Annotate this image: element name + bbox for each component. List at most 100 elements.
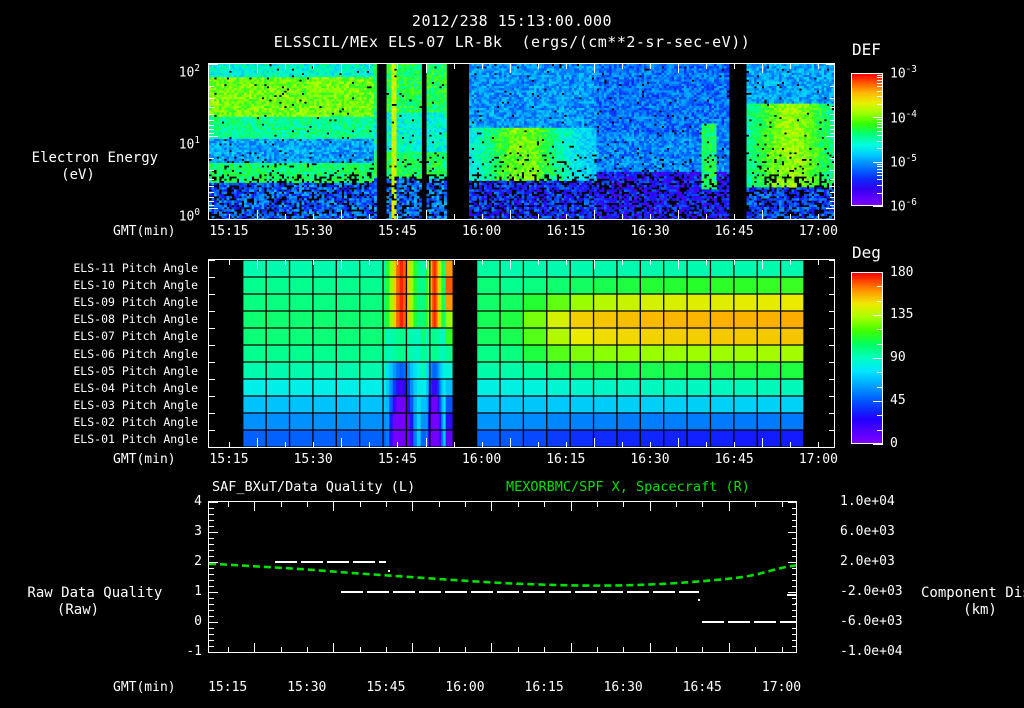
bottom-xtick-label: 16:30 <box>603 680 643 695</box>
pitch-tick <box>229 260 230 265</box>
spectrogram-y-minor-tick <box>209 200 214 202</box>
pitch-row-label: ELS-02 Pitch Angle <box>73 415 198 430</box>
bottom-y-minor-tick <box>209 640 214 641</box>
spectrogram-tick <box>229 214 230 219</box>
spectrogram-tick <box>481 64 483 69</box>
pitch-tick <box>790 442 792 447</box>
bottom-tick <box>728 643 730 652</box>
deg-colorbar-tick <box>877 286 883 288</box>
bottom-tick <box>517 647 519 652</box>
spectrogram-tick <box>285 64 287 69</box>
bottom-y-minor-tick <box>209 544 214 545</box>
pitch-tick <box>369 260 371 265</box>
pitch-angle-panel[interactable] <box>208 259 835 448</box>
bottom-tick <box>544 647 546 652</box>
def-colorbar-tick <box>877 140 883 142</box>
bottom-y-minor-tick <box>792 640 797 641</box>
spectrogram-y-minor-tick <box>830 191 835 193</box>
def-colorbar-tick <box>877 130 883 132</box>
spectrogram-tick <box>790 214 792 219</box>
bottom-y-minor-tick <box>792 634 797 635</box>
spectrogram-y-minor-tick <box>209 179 214 181</box>
spectrogram-panel[interactable] <box>208 63 835 220</box>
spectrogram-tick <box>678 64 680 73</box>
spectrogram-xtick-label: 16:15 <box>546 224 586 239</box>
bottom-tick <box>728 502 730 511</box>
bottom-tick <box>254 643 256 652</box>
bottom-tick <box>649 643 651 652</box>
def-colorbar-tick <box>877 175 883 176</box>
spectrogram-tick <box>257 64 259 73</box>
pitch-xtick-label: 16:30 <box>630 452 670 467</box>
pitch-xtick-label: 16:00 <box>462 452 502 467</box>
bottom-y-minor-tick <box>209 598 214 599</box>
bottom-tick <box>596 647 598 652</box>
spectrogram-tick <box>650 64 651 69</box>
pitch-y-tick <box>829 362 835 363</box>
bottom-xtick-label: 16:00 <box>445 680 485 695</box>
deg-colorbar-tick <box>873 272 883 273</box>
pitch-tick <box>257 438 259 447</box>
bottom-tick <box>755 502 757 507</box>
bottom-ytick-left: 0 <box>194 614 202 629</box>
quality-step-1 <box>626 591 649 593</box>
pitch-tick <box>537 260 539 265</box>
spectrogram-y-minor-tick <box>209 124 214 126</box>
spectrogram-y-minor-tick <box>830 179 835 181</box>
deg-colorbar-tick <box>873 315 883 316</box>
spectrogram-y-minor-tick <box>830 98 835 100</box>
pitch-tick <box>818 442 820 447</box>
bottom-tick <box>649 502 651 511</box>
pitch-row-label: ELS-09 Pitch Angle <box>73 295 198 309</box>
pitch-y-tick <box>209 260 215 261</box>
orbit-distance-trace <box>209 562 796 587</box>
quality-step-2 <box>275 561 298 563</box>
bottom-y-axis-title-right: Component Distance (km) <box>875 568 1024 636</box>
def-colorbar-tick <box>877 135 883 136</box>
bottom-y-minor-tick <box>209 610 214 611</box>
bottom-y-major-tick <box>788 502 797 503</box>
data-quality-panel[interactable] <box>208 501 797 653</box>
bottom-y-major-tick <box>788 622 797 623</box>
def-colorbar-label-5: 10-5 <box>890 153 917 171</box>
def-colorbar-tick <box>877 82 883 84</box>
spectrogram-tick <box>650 214 651 219</box>
spectrogram-xtick-label: 16:30 <box>630 224 670 239</box>
quality-step-2 <box>379 561 387 563</box>
spectrogram-ytick-1: 100 <box>178 207 200 225</box>
pitch-tick <box>313 442 315 447</box>
spectrogram-tick <box>678 210 680 219</box>
bottom-y-minor-tick <box>209 520 214 521</box>
quality-step-1 <box>470 591 493 593</box>
bottom-xtick-label: 16:45 <box>682 680 722 695</box>
spectrogram-tick <box>341 210 343 219</box>
bottom-ytick-left: 2 <box>194 554 202 569</box>
bottom-tick <box>570 502 572 511</box>
bottom-y-minor-tick <box>792 544 797 545</box>
def-colorbar[interactable] <box>851 73 883 206</box>
pitch-tick <box>369 442 371 447</box>
bottom-xtick-label: 15:45 <box>366 680 406 695</box>
def-colorbar-tick <box>877 77 883 79</box>
def-colorbar-tick <box>877 171 883 173</box>
bottom-y-minor-tick <box>792 616 797 617</box>
pitch-tick <box>341 438 343 447</box>
def-colorbar-label-4: 10-4 <box>890 109 917 127</box>
bottom-tick <box>359 502 361 507</box>
pitch-x-axis-title: GMT(min) <box>113 452 176 467</box>
spectrogram-tick <box>593 64 595 73</box>
spectrogram-tick <box>790 64 792 69</box>
spectrogram-xtick-label: 17:00 <box>798 224 838 239</box>
def-colorbar-tick <box>877 163 883 165</box>
def-colorbar-tick <box>877 184 883 186</box>
bottom-ytick-right: 2.0e+03 <box>840 554 895 569</box>
bottom-tick <box>544 502 546 507</box>
bottom-tick <box>438 647 440 652</box>
pitch-tick <box>285 260 287 265</box>
pitch-y-tick <box>209 447 215 448</box>
pitch-angle-row-labels: ELS-11 Pitch Angle ELS-10 Pitch Angle ELS-… <box>0 259 202 448</box>
bottom-tick <box>596 502 598 507</box>
pitch-xtick-label: 15:30 <box>293 452 333 467</box>
pitch-y-tick <box>829 396 835 397</box>
spectrogram-tick <box>369 64 371 69</box>
